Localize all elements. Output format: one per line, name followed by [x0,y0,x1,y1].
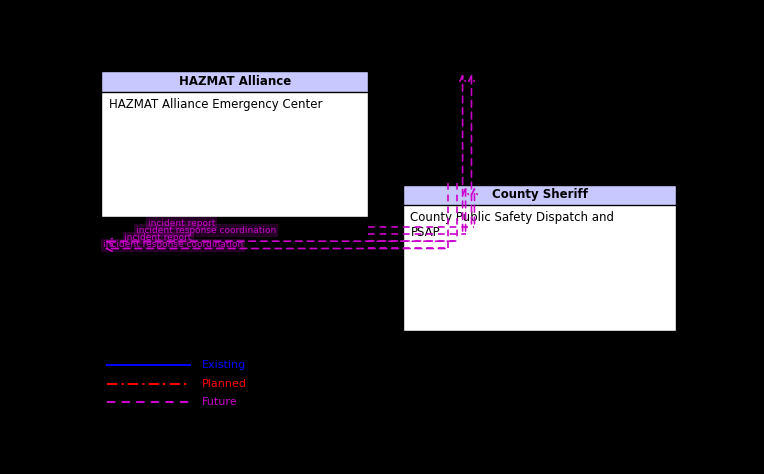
Bar [403,184,676,205]
Text: incident report: incident report [124,233,191,242]
Text: Existing: Existing [202,360,246,370]
Text: County Public Safety Dispatch and
PSAP: County Public Safety Dispatch and PSAP [410,211,614,239]
Text: Future: Future [202,397,238,407]
Bar [102,72,368,218]
Text: County Sheriff: County Sheriff [491,188,588,201]
Text: incident response coordination: incident response coordination [102,240,243,249]
Text: HAZMAT Alliance Emergency Center: HAZMAT Alliance Emergency Center [108,98,322,111]
Text: Planned: Planned [202,379,247,389]
Bar [102,72,368,91]
Text: incident report: incident report [147,219,215,228]
Bar [403,185,676,331]
Text: HAZMAT Alliance: HAZMAT Alliance [179,75,291,88]
Text: incident response coordination: incident response coordination [136,226,276,235]
